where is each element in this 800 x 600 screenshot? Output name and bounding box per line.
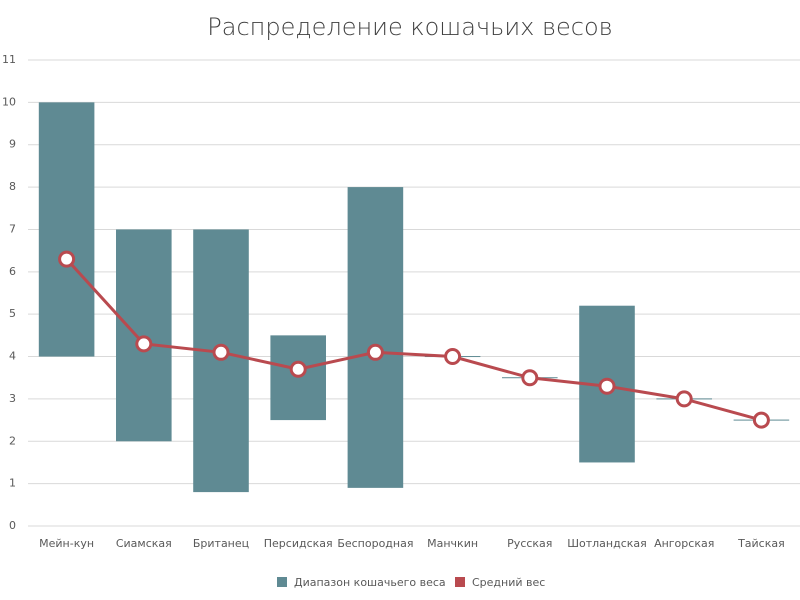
y-tick-label: 8 bbox=[9, 180, 16, 193]
range-bar bbox=[38, 102, 95, 357]
y-tick-label: 2 bbox=[9, 434, 16, 447]
y-tick-label: 10 bbox=[2, 95, 16, 108]
x-tick-label: Тайская bbox=[737, 537, 785, 550]
line-marker bbox=[366, 343, 384, 361]
x-tick-label: Беспородная bbox=[337, 537, 413, 550]
line-marker bbox=[212, 343, 230, 361]
legend-swatch bbox=[277, 577, 287, 587]
chart-title: Распределение кошачьих весов bbox=[207, 13, 612, 41]
x-tick-label: Британец bbox=[193, 537, 249, 550]
line-marker bbox=[58, 250, 76, 268]
x-tick-label: Шотландская bbox=[567, 537, 647, 550]
y-tick-label: 3 bbox=[9, 392, 16, 405]
range-bar bbox=[347, 187, 404, 488]
x-tick-label: Сиамская bbox=[116, 537, 172, 550]
line-marker bbox=[444, 348, 462, 366]
x-tick-label: Персидская bbox=[264, 537, 333, 550]
y-tick-label: 5 bbox=[9, 307, 16, 320]
x-tick-label: Манчкин bbox=[427, 537, 478, 550]
y-tick-label: 1 bbox=[9, 477, 16, 490]
legend-label: Диапазон кошачьего веса bbox=[294, 576, 446, 589]
line-marker bbox=[289, 360, 307, 378]
y-tick-label: 6 bbox=[9, 265, 16, 278]
legend-swatch bbox=[455, 577, 465, 587]
line bbox=[65, 258, 762, 422]
x-tick-label: Ангорская bbox=[654, 537, 714, 550]
line-marker bbox=[675, 390, 693, 408]
line-marker bbox=[135, 335, 153, 353]
y-tick-label: 7 bbox=[9, 222, 16, 235]
legend-label: Средний вес bbox=[472, 576, 545, 589]
x-tick-label: Русская bbox=[507, 537, 552, 550]
line-marker bbox=[598, 377, 616, 395]
x-tick-label: Мейн-кун bbox=[39, 537, 94, 550]
y-tick-label: 4 bbox=[9, 350, 16, 363]
y-tick-label: 0 bbox=[9, 519, 16, 532]
y-tick-label: 9 bbox=[9, 138, 16, 151]
line-marker bbox=[752, 411, 770, 429]
line-marker bbox=[521, 369, 539, 387]
y-tick-label: 11 bbox=[2, 53, 16, 66]
